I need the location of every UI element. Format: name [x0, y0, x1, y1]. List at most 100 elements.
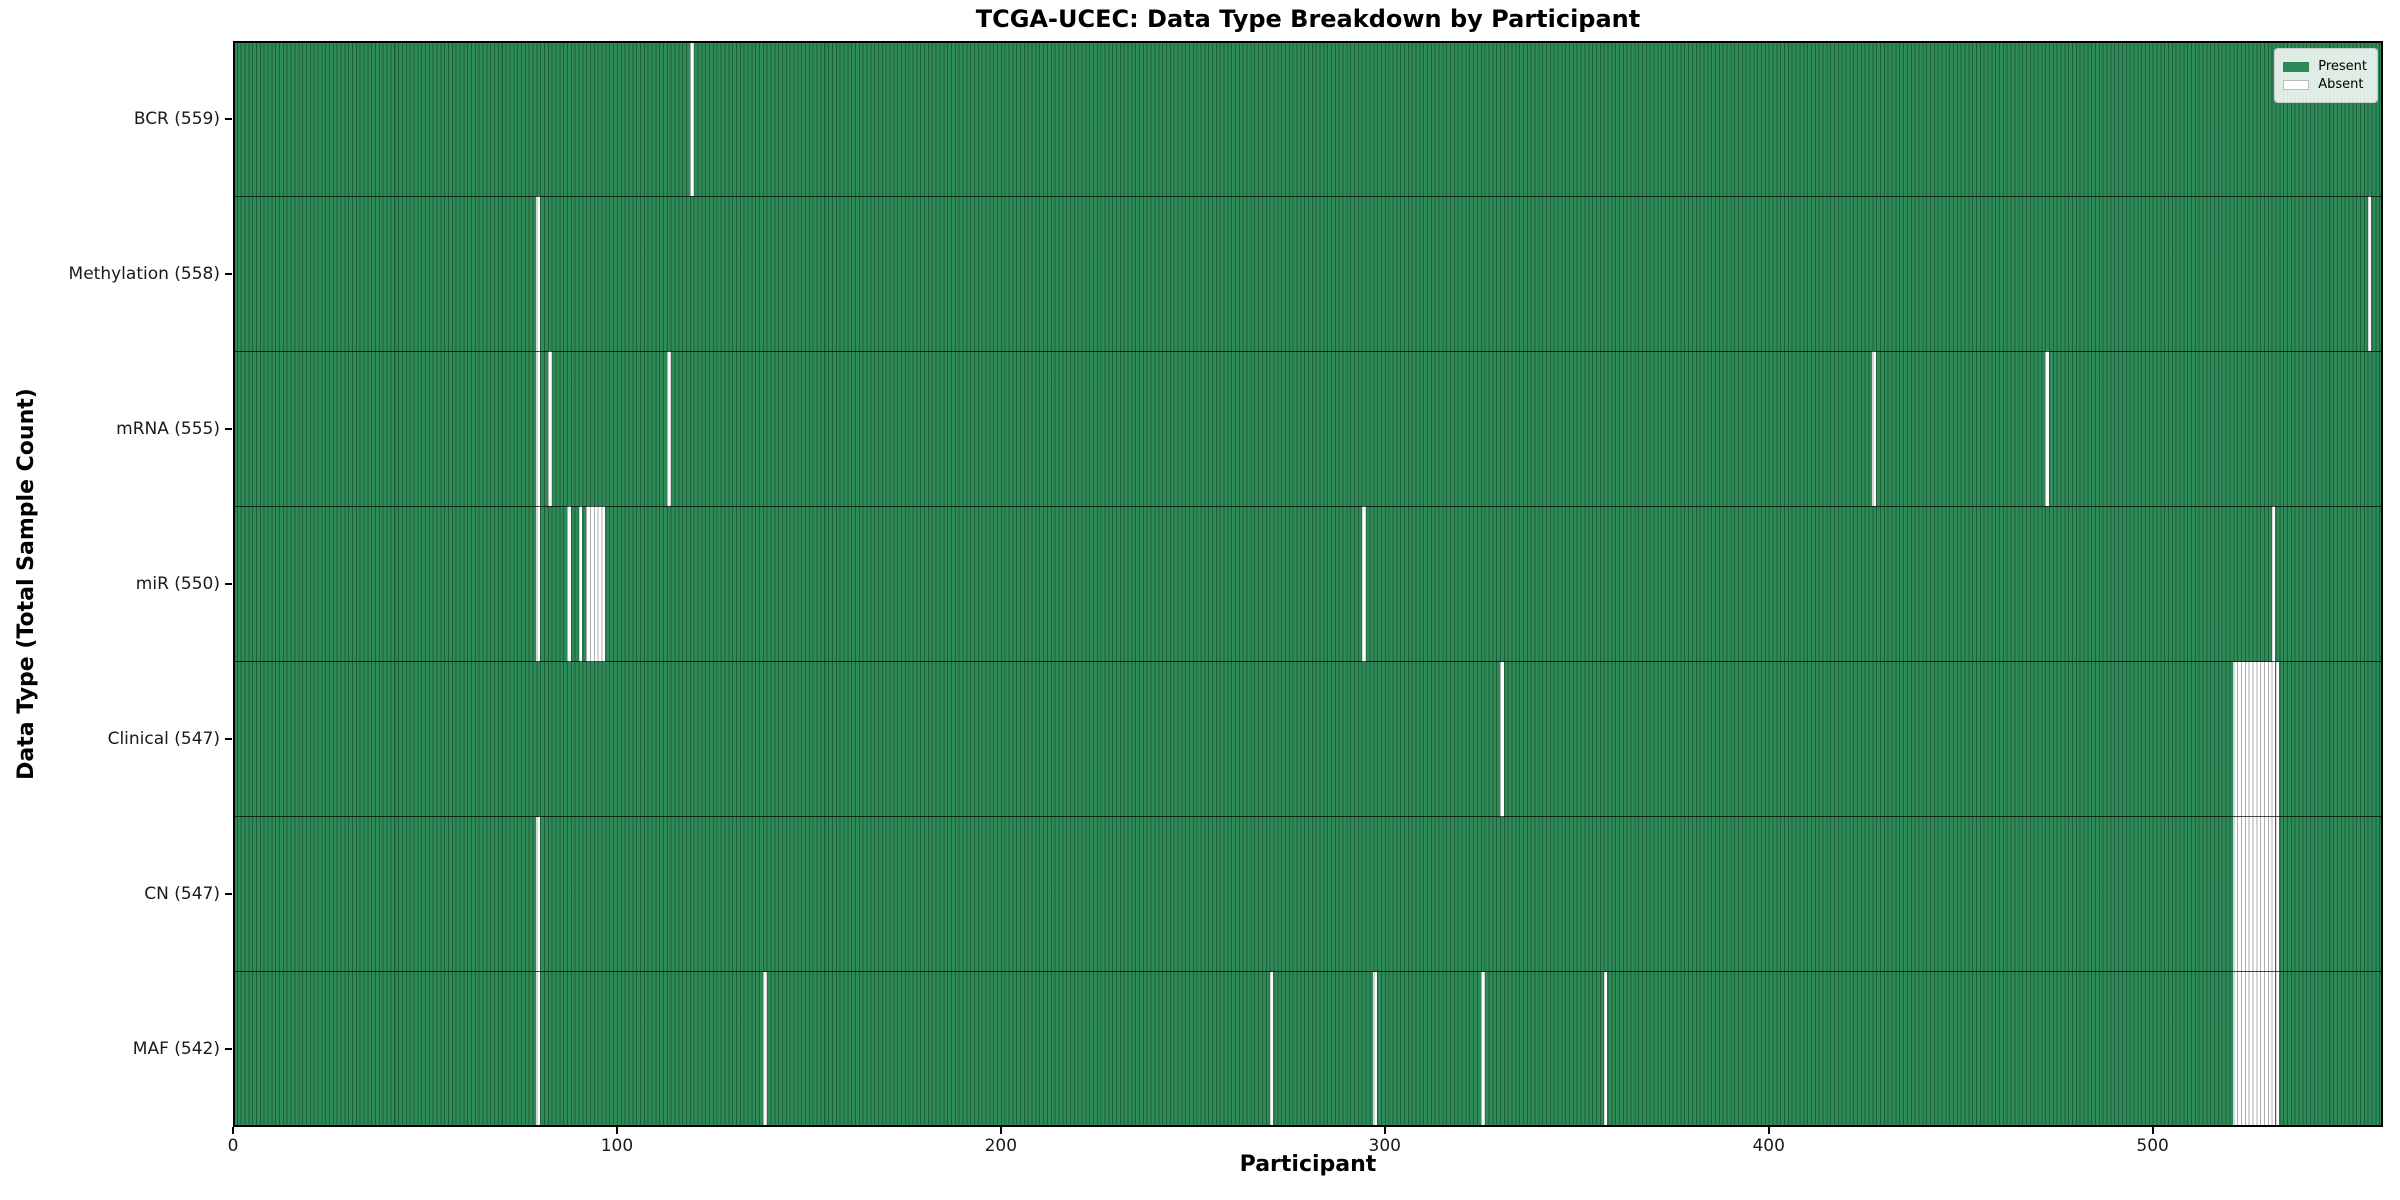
- absent-stripe: [2260, 971, 2264, 1127]
- y-tick-label-mrna: mRNA (555): [116, 418, 220, 439]
- row-cn: [233, 816, 2383, 972]
- y-tick-mark: [225, 1048, 232, 1051]
- y-tick-label-clinical: Clinical (547): [107, 729, 220, 750]
- legend-label-absent: Absent: [2318, 77, 2364, 92]
- y-tick-label-maf: MAF (542): [132, 1039, 220, 1060]
- absent-stripe: [2260, 661, 2264, 817]
- x-tick-mark: [1767, 1127, 1770, 1134]
- absent-stripe: [2252, 661, 2257, 817]
- row-separator: [233, 661, 2383, 663]
- absent-stripe: [2263, 661, 2268, 817]
- absent-stripe: [586, 506, 591, 662]
- absent-stripe: [2244, 816, 2249, 972]
- absent-stripe: [2271, 661, 2276, 817]
- y-tick-label-bcr: BCR (559): [133, 108, 220, 129]
- plot-area: Present Absent: [233, 41, 2383, 1127]
- absent-stripe: [2275, 816, 2280, 972]
- y-tick-label-mir: miR (550): [135, 574, 220, 594]
- row-separator: [233, 816, 2383, 818]
- absent-stripe: [2045, 351, 2049, 507]
- absent-stripe: [2244, 971, 2249, 1127]
- x-tick-mark: [615, 1127, 618, 1134]
- present-swatch: [2283, 61, 2310, 72]
- y-tick-mark: [225, 893, 232, 896]
- absent-stripe: [601, 506, 606, 662]
- absent-stripe: [2252, 971, 2257, 1127]
- row-mrna: [233, 351, 2383, 507]
- absent-stripe: [2248, 816, 2253, 972]
- absent-stripe: [762, 971, 767, 1127]
- absent-stripe: [666, 351, 671, 507]
- chart-title: TCGA-UCEC: Data Type Breakdown by Partic…: [975, 5, 1641, 33]
- legend-item-present: Present: [2283, 59, 2367, 74]
- absent-stripe: [2263, 816, 2268, 972]
- absent-stripe: [2275, 971, 2280, 1127]
- absent-stripe: [536, 971, 541, 1127]
- absent-stripe: [2240, 661, 2245, 817]
- row-separator: [233, 195, 2383, 197]
- absent-stripe: [590, 506, 594, 662]
- row-separator: [233, 350, 2383, 352]
- absent-stripe: [1499, 661, 1504, 817]
- row-methylation: [233, 196, 2383, 352]
- absent-stripe: [1872, 351, 1877, 507]
- absent-stripe: [2248, 661, 2253, 817]
- absent-stripe: [2240, 971, 2245, 1127]
- absent-stripe: [2240, 816, 2245, 972]
- absent-stripe: [578, 506, 583, 662]
- row-separator: [233, 505, 2383, 507]
- absent-stripe: [593, 506, 598, 662]
- absent-stripe: [2367, 196, 2372, 352]
- x-tick-label-400: 400: [1752, 1136, 1785, 1156]
- y-tick-label-methylation: Methylation (558): [68, 263, 220, 284]
- absent-stripe: [1269, 971, 1274, 1127]
- absent-stripe: [2233, 661, 2238, 817]
- absent-stripe: [2244, 661, 2249, 817]
- absent-stripe: [536, 351, 541, 507]
- y-tick-mark: [225, 738, 232, 741]
- absent-stripe: [2256, 661, 2261, 817]
- absent-stripe: [2267, 816, 2272, 972]
- absent-stripe: [2271, 506, 2276, 662]
- row-mir: [233, 506, 2383, 662]
- absent-stripe: [2267, 971, 2272, 1127]
- row-clinical: [233, 661, 2383, 817]
- absent-swatch: [2283, 79, 2310, 90]
- x-tick-mark: [999, 1127, 1002, 1134]
- absent-stripe: [2237, 971, 2241, 1127]
- absent-stripe: [567, 506, 571, 662]
- legend: Present Absent: [2274, 48, 2378, 103]
- absent-stripe: [2248, 971, 2253, 1127]
- x-tick-label-100: 100: [600, 1136, 634, 1156]
- absent-stripe: [2271, 971, 2276, 1127]
- absent-stripe: [2233, 816, 2238, 972]
- absent-stripe: [1480, 971, 1485, 1127]
- absent-stripe: [2256, 816, 2261, 972]
- absent-stripe: [1373, 971, 1378, 1127]
- row-bcr: [233, 41, 2383, 197]
- absent-stripe: [2275, 661, 2280, 817]
- x-tick-mark: [2151, 1127, 2154, 1134]
- row-separator: [233, 971, 2383, 973]
- absent-stripe: [536, 196, 541, 352]
- x-tick-label-500: 500: [2136, 1136, 2169, 1156]
- absent-stripe: [2233, 971, 2238, 1127]
- legend-label-present: Present: [2318, 59, 2367, 74]
- absent-stripe: [689, 41, 694, 197]
- absent-stripe: [2260, 816, 2264, 972]
- x-tick-label-200: 200: [984, 1136, 1018, 1156]
- row-maf: [233, 971, 2383, 1127]
- y-tick-label-cn: CN (547): [144, 884, 220, 905]
- absent-stripe: [2271, 816, 2276, 972]
- absent-stripe: [2237, 661, 2241, 817]
- absent-stripe: [536, 816, 541, 972]
- absent-stripe: [2263, 971, 2268, 1127]
- absent-stripe: [2252, 816, 2257, 972]
- absent-stripe: [2237, 816, 2241, 972]
- y-tick-mark: [225, 583, 232, 585]
- absent-stripe: [597, 506, 602, 662]
- y-tick-mark: [225, 272, 232, 275]
- legend-item-absent: Absent: [2283, 77, 2367, 92]
- absent-stripe: [1361, 506, 1366, 662]
